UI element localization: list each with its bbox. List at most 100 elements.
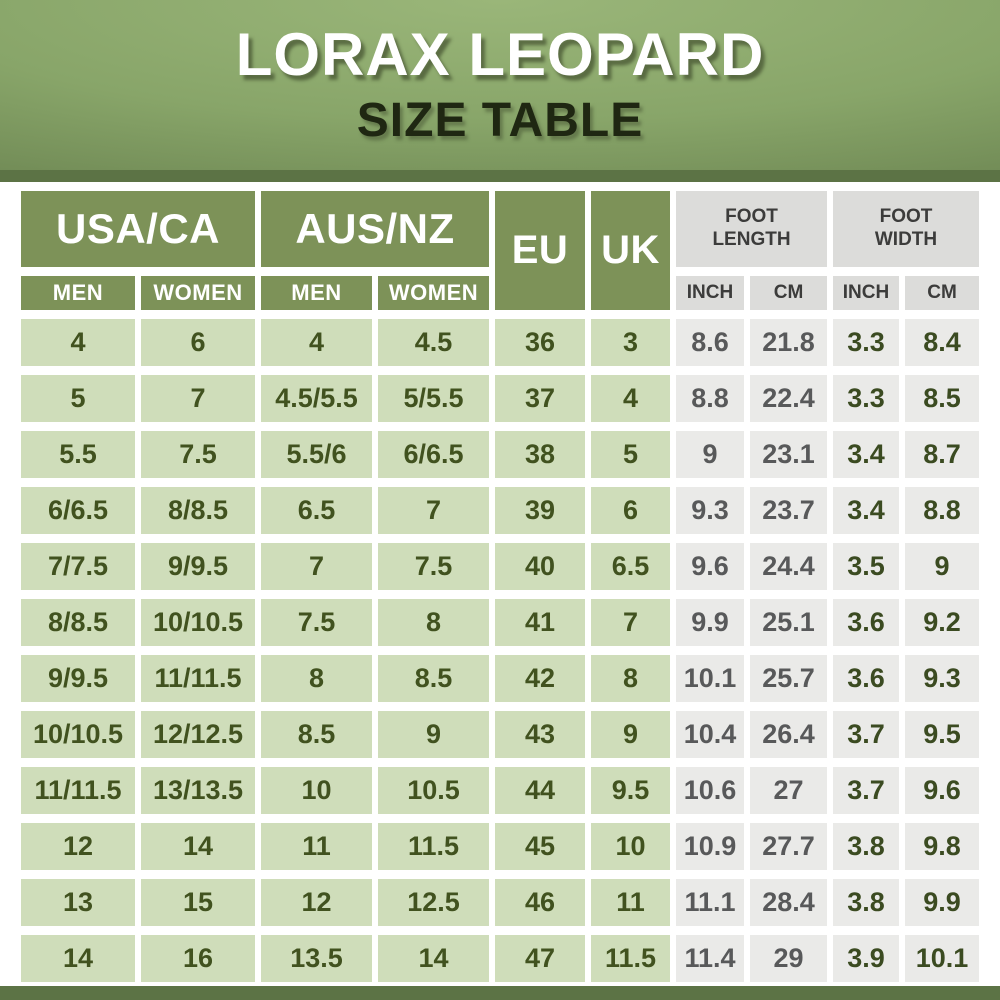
table-row: 7/7.5 9/9.5 7 7.5 40 6.5 9.6 24.4 3.5 9	[21, 543, 979, 590]
cell-usa-men: 12	[21, 823, 135, 870]
cell-usa-women: 7	[141, 375, 255, 422]
cell-foot-width-cm: 9.9	[905, 879, 979, 926]
cell-aus-men: 6.5	[261, 487, 372, 534]
cell-usa-men: 6/6.5	[21, 487, 135, 534]
cell-aus-men: 11	[261, 823, 372, 870]
cell-uk: 4	[591, 375, 670, 422]
cell-foot-length-inch: 9	[676, 431, 744, 478]
cell-eu: 47	[495, 935, 585, 982]
cell-foot-length-inch: 10.9	[676, 823, 744, 870]
cell-foot-width-cm: 10.1	[905, 935, 979, 982]
cell-foot-length-inch: 9.3	[676, 487, 744, 534]
cell-foot-width-cm: 9.5	[905, 711, 979, 758]
cell-usa-women: 11/11.5	[141, 655, 255, 702]
cell-foot-width-cm: 9.8	[905, 823, 979, 870]
table-row: 12 14 11 11.5 45 10 10.9 27.7 3.8 9.8	[21, 823, 979, 870]
cell-aus-men: 7.5	[261, 599, 372, 646]
cell-eu: 43	[495, 711, 585, 758]
header-length-cm: CM	[750, 276, 827, 310]
cell-foot-width-inch: 3.8	[833, 823, 899, 870]
cell-uk: 11	[591, 879, 670, 926]
cell-aus-men: 7	[261, 543, 372, 590]
cell-eu: 39	[495, 487, 585, 534]
size-table: USA/CA AUS/NZ EU UK FOOT LENGTH FOOT WID…	[15, 182, 985, 991]
cell-usa-women: 7.5	[141, 431, 255, 478]
cell-foot-length-cm: 26.4	[750, 711, 827, 758]
cell-usa-men: 4	[21, 319, 135, 366]
cell-aus-women: 5/5.5	[378, 375, 489, 422]
cell-usa-women: 14	[141, 823, 255, 870]
cell-aus-women: 9	[378, 711, 489, 758]
cell-aus-men: 8.5	[261, 711, 372, 758]
cell-foot-width-cm: 9.2	[905, 599, 979, 646]
cell-foot-length-inch: 11.4	[676, 935, 744, 982]
header-usa-ca: USA/CA	[21, 191, 255, 267]
table-row: 11/11.5 13/13.5 10 10.5 44 9.5 10.6 27 3…	[21, 767, 979, 814]
table-area: USA/CA AUS/NZ EU UK FOOT LENGTH FOOT WID…	[0, 182, 1000, 986]
cell-usa-women: 13/13.5	[141, 767, 255, 814]
cell-foot-width-inch: 3.9	[833, 935, 899, 982]
cell-eu: 36	[495, 319, 585, 366]
cell-uk: 11.5	[591, 935, 670, 982]
table-row: 14 16 13.5 14 47 11.5 11.4 29 3.9 10.1	[21, 935, 979, 982]
cell-usa-women: 9/9.5	[141, 543, 255, 590]
cell-usa-men: 5	[21, 375, 135, 422]
table-header: USA/CA AUS/NZ EU UK FOOT LENGTH FOOT WID…	[21, 191, 979, 310]
cell-foot-length-inch: 9.9	[676, 599, 744, 646]
size-table-body: 4 6 4 4.5 36 3 8.6 21.8 3.3 8.4 5 7 4.5/…	[21, 319, 979, 982]
cell-foot-width-cm: 8.7	[905, 431, 979, 478]
cell-foot-width-cm: 9.3	[905, 655, 979, 702]
table-row: 5.5 7.5 5.5/6 6/6.5 38 5 9 23.1 3.4 8.7	[21, 431, 979, 478]
divider-bottom	[0, 986, 1000, 1000]
cell-foot-width-inch: 3.3	[833, 375, 899, 422]
cell-usa-women: 6	[141, 319, 255, 366]
header-foot-length: FOOT LENGTH	[676, 191, 827, 267]
cell-foot-length-cm: 23.1	[750, 431, 827, 478]
cell-aus-women: 4.5	[378, 319, 489, 366]
divider-top	[0, 170, 1000, 182]
cell-aus-men: 4.5/5.5	[261, 375, 372, 422]
cell-eu: 44	[495, 767, 585, 814]
cell-usa-men: 9/9.5	[21, 655, 135, 702]
cell-aus-men: 4	[261, 319, 372, 366]
cell-aus-women: 12.5	[378, 879, 489, 926]
cell-usa-men: 5.5	[21, 431, 135, 478]
cell-usa-women: 16	[141, 935, 255, 982]
cell-eu: 40	[495, 543, 585, 590]
cell-foot-length-cm: 23.7	[750, 487, 827, 534]
header-uk: UK	[591, 191, 670, 310]
cell-aus-women: 8	[378, 599, 489, 646]
cell-foot-length-cm: 27.7	[750, 823, 827, 870]
cell-foot-length-cm: 21.8	[750, 319, 827, 366]
cell-foot-width-cm: 8.5	[905, 375, 979, 422]
table-row: 4 6 4 4.5 36 3 8.6 21.8 3.3 8.4	[21, 319, 979, 366]
cell-uk: 5	[591, 431, 670, 478]
cell-foot-width-inch: 3.7	[833, 767, 899, 814]
header-aus-women: WOMEN	[378, 276, 489, 310]
cell-usa-women: 12/12.5	[141, 711, 255, 758]
cell-aus-men: 5.5/6	[261, 431, 372, 478]
cell-eu: 41	[495, 599, 585, 646]
cell-aus-women: 7	[378, 487, 489, 534]
header-eu: EU	[495, 191, 585, 310]
header-width-cm: CM	[905, 276, 979, 310]
cell-foot-length-cm: 25.1	[750, 599, 827, 646]
cell-uk: 3	[591, 319, 670, 366]
cell-uk: 9	[591, 711, 670, 758]
page-subtitle: SIZE TABLE	[356, 94, 644, 147]
cell-aus-women: 6/6.5	[378, 431, 489, 478]
cell-usa-women: 10/10.5	[141, 599, 255, 646]
cell-uk: 10	[591, 823, 670, 870]
table-row: 5 7 4.5/5.5 5/5.5 37 4 8.8 22.4 3.3 8.5	[21, 375, 979, 422]
cell-eu: 37	[495, 375, 585, 422]
table-row: 6/6.5 8/8.5 6.5 7 39 6 9.3 23.7 3.4 8.8	[21, 487, 979, 534]
header-aus-men: MEN	[261, 276, 372, 310]
cell-aus-women: 14	[378, 935, 489, 982]
cell-foot-length-inch: 10.4	[676, 711, 744, 758]
cell-foot-width-inch: 3.6	[833, 655, 899, 702]
cell-eu: 42	[495, 655, 585, 702]
header-usa-women: WOMEN	[141, 276, 255, 310]
cell-aus-men: 8	[261, 655, 372, 702]
table-row: 8/8.5 10/10.5 7.5 8 41 7 9.9 25.1 3.6 9.…	[21, 599, 979, 646]
